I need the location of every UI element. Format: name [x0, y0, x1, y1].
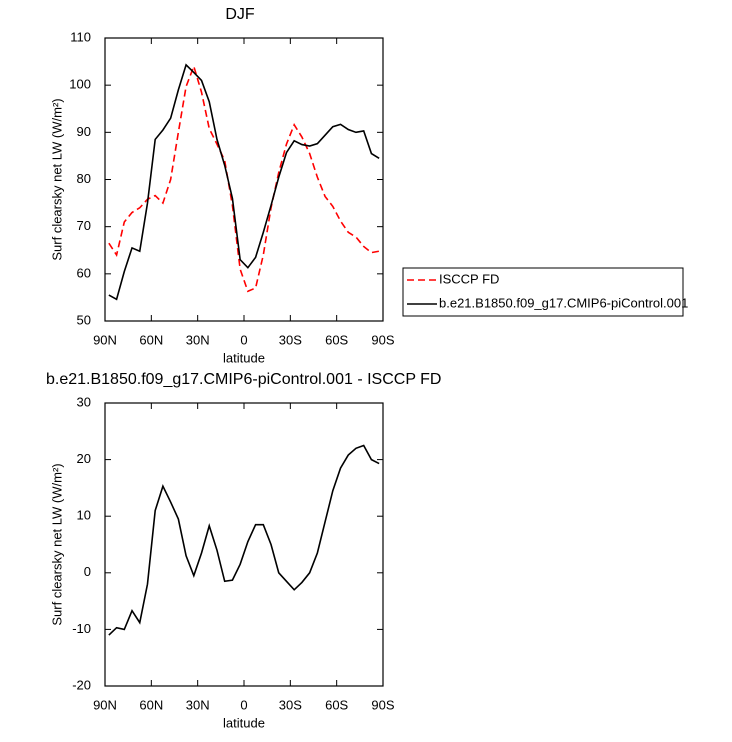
x-tick-label: 90N	[93, 332, 117, 347]
y-axis-label: Surf clearsky net LW (W/m²)	[49, 98, 64, 260]
chart-title: b.e21.B1850.f09_g17.CMIP6-piControl.001 …	[46, 371, 441, 388]
x-tick-label: 30S	[279, 332, 302, 347]
x-tick-label: 90S	[371, 697, 394, 712]
y-tick-label: 70	[77, 218, 91, 233]
y-tick-label: 80	[77, 171, 91, 186]
x-tick-label: 0	[240, 332, 247, 347]
x-tick-label: 60S	[325, 697, 348, 712]
y-tick-label: 0	[84, 564, 91, 579]
y-tick-label: 110	[70, 29, 91, 44]
x-tick-label: 30N	[186, 332, 210, 347]
legend-label: ISCCP FD	[439, 271, 499, 286]
x-axis-label: latitude	[223, 715, 265, 730]
x-tick-label: 60N	[139, 332, 163, 347]
y-tick-label: 10	[77, 508, 91, 523]
y-axis-label: Surf clearsky net LW (W/m²)	[49, 463, 64, 625]
line-series	[108, 63, 380, 293]
legend-box	[402, 267, 684, 317]
y-tick-label: 20	[77, 451, 91, 466]
line-series	[108, 63, 380, 301]
chart-title: DJF	[225, 6, 255, 23]
x-tick-label: 60N	[139, 697, 163, 712]
x-tick-label: 90N	[93, 697, 117, 712]
x-tick-label: 30N	[186, 697, 210, 712]
y-tick-label: 90	[77, 124, 91, 139]
x-tick-label: 60S	[325, 332, 348, 347]
y-tick-label: 60	[77, 265, 91, 280]
plot-frame	[104, 37, 384, 322]
legend-label: b.e21.B1850.f09_g17.CMIP6-piControl.001	[439, 295, 688, 310]
plot-frame	[104, 402, 384, 687]
line-series	[108, 444, 380, 636]
y-tick-label: 50	[77, 312, 91, 327]
x-axis-label: latitude	[223, 350, 265, 365]
x-tick-label: 90S	[371, 332, 394, 347]
y-tick-label: 100	[69, 77, 91, 92]
x-tick-label: 0	[240, 697, 247, 712]
x-tick-label: 30S	[279, 697, 302, 712]
y-tick-label: 30	[77, 394, 91, 409]
y-tick-label: -20	[72, 677, 91, 692]
y-tick-label: -10	[72, 621, 91, 636]
